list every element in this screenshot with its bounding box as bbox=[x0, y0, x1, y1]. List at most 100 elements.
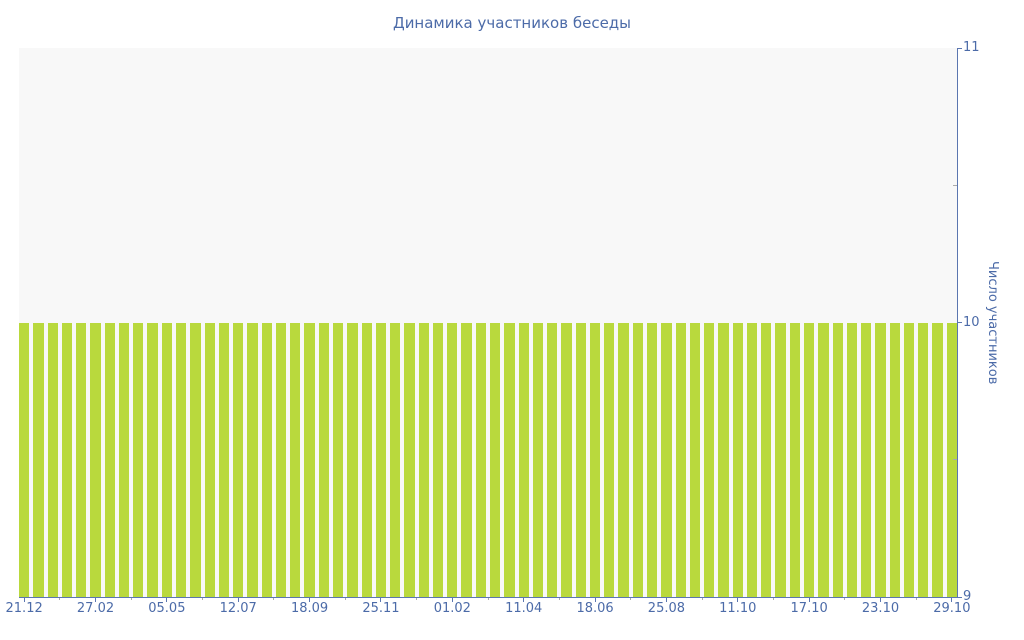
bar bbox=[61, 322, 73, 597]
y-minor-tick bbox=[953, 459, 957, 461]
bar bbox=[518, 322, 529, 597]
x-tick-label: 18.09 bbox=[290, 601, 329, 616]
y-tick-label: 10 bbox=[963, 314, 980, 330]
x-major-tick bbox=[951, 598, 953, 602]
bar bbox=[661, 322, 672, 597]
bar bbox=[732, 322, 743, 597]
bar bbox=[290, 322, 301, 597]
bar bbox=[775, 322, 786, 597]
bar bbox=[147, 322, 158, 597]
bar bbox=[347, 322, 358, 597]
bar bbox=[532, 322, 544, 597]
x-major-tick bbox=[665, 598, 667, 602]
bar bbox=[375, 322, 387, 597]
x-minor-tick bbox=[344, 598, 346, 600]
bar bbox=[90, 322, 101, 597]
x-minor-tick bbox=[130, 598, 132, 600]
bar bbox=[861, 322, 872, 597]
bar bbox=[304, 322, 315, 597]
x-tick-label: 01.02 bbox=[433, 601, 471, 616]
bar bbox=[490, 322, 501, 597]
bar bbox=[19, 322, 30, 597]
x-tick-label: 25.11 bbox=[362, 601, 400, 616]
bar bbox=[33, 322, 44, 597]
bar bbox=[104, 322, 115, 597]
x-major-tick bbox=[95, 598, 96, 602]
x-major-tick bbox=[380, 598, 382, 602]
x-major-tick bbox=[594, 598, 596, 602]
x-minor-tick bbox=[915, 598, 917, 600]
bar bbox=[789, 322, 800, 597]
bar bbox=[361, 322, 372, 597]
bar bbox=[390, 322, 401, 597]
bar bbox=[461, 322, 472, 597]
bar bbox=[504, 322, 515, 597]
x-tick-label: 11.10 bbox=[719, 601, 757, 616]
bar bbox=[846, 322, 858, 597]
x-minor-tick bbox=[844, 598, 846, 600]
bar bbox=[561, 322, 572, 597]
bar bbox=[632, 322, 643, 597]
bar bbox=[804, 322, 815, 597]
bar bbox=[932, 322, 943, 597]
y-tick-label: 9 bbox=[963, 589, 972, 604]
bar bbox=[575, 322, 586, 597]
bar bbox=[604, 322, 615, 597]
bar bbox=[746, 322, 758, 597]
bar bbox=[903, 322, 915, 597]
bars-layer bbox=[19, 48, 957, 597]
x-major-tick bbox=[737, 598, 739, 602]
x-minor-tick bbox=[273, 598, 275, 600]
bar bbox=[247, 322, 258, 597]
bar bbox=[447, 322, 458, 597]
bar bbox=[333, 322, 344, 597]
x-tick-label: 23.10 bbox=[861, 601, 900, 616]
x-minor-tick bbox=[59, 598, 61, 600]
x-tick-label: 12.07 bbox=[219, 601, 257, 616]
x-tick-label: 21.12 bbox=[5, 601, 43, 616]
bar bbox=[218, 322, 230, 597]
bar bbox=[118, 322, 130, 597]
bar bbox=[133, 322, 144, 597]
bar bbox=[889, 322, 900, 597]
x-tick-label: 17.10 bbox=[790, 601, 828, 616]
x-tick-label: 18.06 bbox=[576, 601, 614, 616]
x-major-tick bbox=[237, 598, 239, 602]
bar bbox=[689, 322, 701, 597]
bar bbox=[261, 322, 272, 597]
bar bbox=[718, 322, 729, 597]
x-axis-line bbox=[19, 597, 958, 598]
y-axis-title: Число участников bbox=[985, 260, 1000, 385]
x-minor-tick bbox=[630, 598, 632, 600]
x-minor-tick bbox=[416, 598, 418, 600]
x-tick-label: 11.04 bbox=[505, 601, 543, 616]
bar bbox=[318, 322, 329, 597]
bar bbox=[918, 322, 929, 597]
x-major-tick bbox=[523, 598, 525, 602]
bar bbox=[704, 322, 715, 597]
bar bbox=[946, 322, 957, 597]
bar bbox=[47, 322, 58, 597]
x-major-tick bbox=[808, 598, 810, 602]
x-minor-tick bbox=[202, 598, 204, 600]
bar bbox=[547, 322, 558, 597]
x-tick-label: 29.10 bbox=[933, 601, 971, 616]
bar bbox=[875, 322, 886, 597]
bar bbox=[190, 322, 201, 597]
x-major-tick bbox=[309, 598, 311, 602]
y-major-tick bbox=[958, 596, 962, 598]
y-axis-line bbox=[957, 48, 958, 598]
bar bbox=[161, 322, 172, 597]
x-minor-tick bbox=[487, 598, 489, 600]
bar bbox=[404, 322, 415, 597]
chart-title: Динамика участников беседы bbox=[392, 14, 632, 32]
bar bbox=[818, 322, 829, 597]
x-major-tick bbox=[23, 598, 25, 602]
bar bbox=[832, 322, 843, 597]
plot-area bbox=[19, 48, 957, 597]
y-major-tick bbox=[958, 47, 962, 49]
x-minor-tick bbox=[558, 598, 560, 600]
bar bbox=[275, 322, 287, 597]
y-minor-tick bbox=[953, 184, 957, 186]
